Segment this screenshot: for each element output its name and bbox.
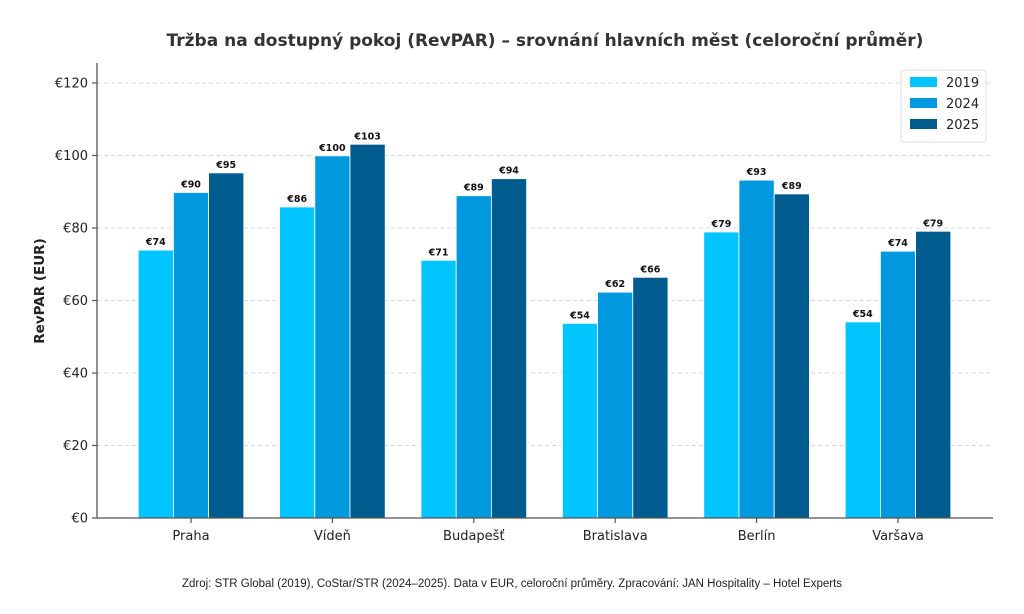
data-label: €54 [852, 309, 873, 320]
data-label: €54 [569, 310, 590, 321]
bar-2025-0 [208, 172, 245, 519]
source-note: Zdroj: STR Global (2019), CoStar/STR (20… [181, 578, 843, 590]
data-label: €74 [145, 237, 166, 248]
data-labels: €74 €90 €95 €86 €100 €103 €71 €89 €94 €54 €62 €66 €7… [145, 131, 943, 321]
x-tick-label: Varšava [872, 529, 924, 544]
y-tick-label: €80 [63, 222, 88, 237]
bar-2025-3 [632, 276, 669, 519]
data-label: €103 [353, 131, 380, 142]
data-label: €95 [215, 160, 236, 171]
bar-2024-3 [597, 291, 634, 519]
bar-2019-0 [137, 249, 174, 519]
data-label: €89 [463, 183, 484, 194]
bar-2024-1 [314, 155, 351, 519]
data-label: €93 [746, 167, 767, 178]
y-tick-label: €40 [63, 367, 88, 382]
x-tick-label: Bratislava [583, 529, 648, 544]
bar-2025-1 [349, 143, 386, 519]
chart: Tržba na dostupný pokoj (RevPAR) – srovn… [32, 29, 993, 544]
y-tick-label: €0 [71, 512, 88, 527]
bar-2019-4 [703, 231, 740, 519]
bar-2024-2 [455, 195, 492, 519]
axes [96, 63, 993, 519]
x-tick-label: Praha [172, 529, 209, 544]
data-label: €94 [498, 166, 519, 177]
legend-swatch-2024 [910, 98, 937, 108]
legend-label: 2024 [946, 97, 979, 112]
bar-2025-5 [915, 230, 952, 519]
x-tick-label: Vídeň [314, 529, 351, 544]
data-label: €79 [922, 218, 943, 229]
y-tick-label: €20 [63, 439, 88, 454]
legend: 2019 2024 2025 [900, 69, 987, 143]
bar-2024-4 [738, 179, 775, 519]
gridlines [97, 82, 993, 446]
legend-swatch-2019 [910, 77, 937, 87]
legend-swatch-2025 [910, 119, 937, 129]
bar-2024-0 [172, 192, 209, 519]
data-label: €100 [318, 143, 346, 154]
bar-2019-5 [844, 321, 881, 519]
bar-2019-1 [279, 206, 316, 519]
x-tick-label: Budapešť [443, 529, 505, 544]
bar-2019-2 [420, 259, 457, 519]
data-label: €71 [428, 247, 449, 258]
x-tick-label: Berlín [738, 529, 776, 544]
x-ticks: Praha Vídeň Budapešť Bratislava Berlín Varšav… [172, 518, 924, 544]
data-label: €62 [604, 279, 625, 290]
y-ticks: €0 €20 €40 €60 €80 €100 €120 [55, 77, 97, 527]
y-tick-label: €60 [63, 294, 88, 309]
data-label: €66 [639, 264, 660, 275]
legend-label: 2025 [946, 118, 979, 133]
data-label: €86 [286, 194, 307, 205]
y-axis-label: RevPAR (EUR) [32, 238, 48, 343]
data-label: €79 [710, 219, 731, 230]
bar-2024-5 [880, 250, 917, 519]
legend-label: 2019 [946, 76, 979, 91]
data-label: €89 [781, 181, 802, 192]
chart-title: Tržba na dostupný pokoj (RevPAR) – srovn… [167, 29, 924, 51]
bars [137, 143, 952, 519]
data-label: €74 [887, 238, 908, 249]
y-tick-label: €120 [55, 77, 88, 92]
bar-2025-4 [773, 193, 810, 519]
y-tick-label: €100 [55, 149, 88, 164]
bar-2025-2 [490, 178, 527, 519]
bar-2019-3 [562, 322, 599, 519]
data-label: €90 [180, 179, 201, 190]
